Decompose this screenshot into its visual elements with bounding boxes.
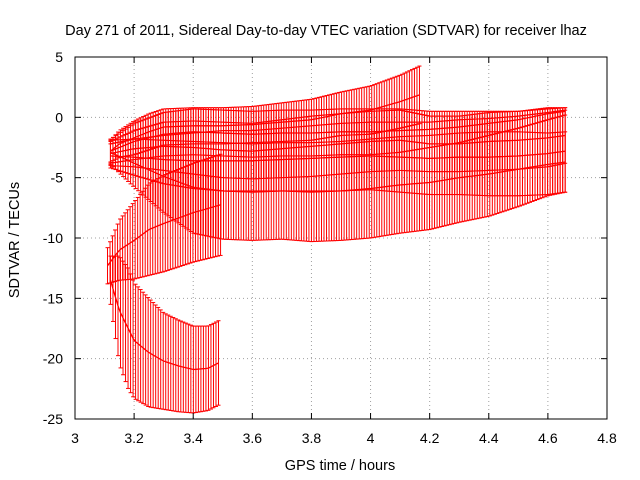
y-tick-label: 0 [55, 109, 63, 125]
tick-marks [74, 56, 608, 420]
series-7 [108, 255, 221, 414]
x-tick-label: 3.6 [243, 430, 263, 446]
series-line [110, 151, 566, 193]
series-5 [108, 131, 568, 243]
x-axis-label: GPS time / hours [285, 458, 395, 474]
series-6 [105, 153, 223, 285]
tick-labels: 3 3.2 3.4 3.6 3.8 4 4.2 4.4 4.6 4.8 5 0 -5 -10 -15 -20 -… [43, 49, 617, 446]
y-tick-label: -20 [43, 351, 63, 367]
x-tick-label: 3 [71, 430, 79, 446]
chart-title: Day 271 of 2011, Sidereal Day-to-day VTE… [65, 23, 587, 39]
series-line [110, 94, 420, 152]
series-line [109, 280, 219, 371]
series-line [106, 204, 221, 267]
x-tick-label: 4 [367, 430, 375, 446]
x-tick-label: 4.6 [538, 430, 558, 446]
x-tick-label: 3.4 [183, 430, 203, 446]
y-tick-label: -10 [43, 230, 63, 246]
data-layer [105, 65, 568, 414]
y-axis-label: SDTVAR / TECUs [7, 182, 23, 298]
x-tick-label: 4.2 [420, 430, 440, 446]
y-tick-label: 5 [55, 49, 63, 65]
y-tick-label: -25 [43, 411, 63, 427]
x-tick-label: 4.8 [597, 430, 617, 446]
y-tick-label: -5 [51, 170, 64, 186]
x-tick-label: 3.8 [302, 430, 322, 446]
x-tick-label: 3.2 [124, 430, 144, 446]
y-tick-label: -15 [43, 290, 63, 306]
x-tick-label: 4.4 [479, 430, 499, 446]
